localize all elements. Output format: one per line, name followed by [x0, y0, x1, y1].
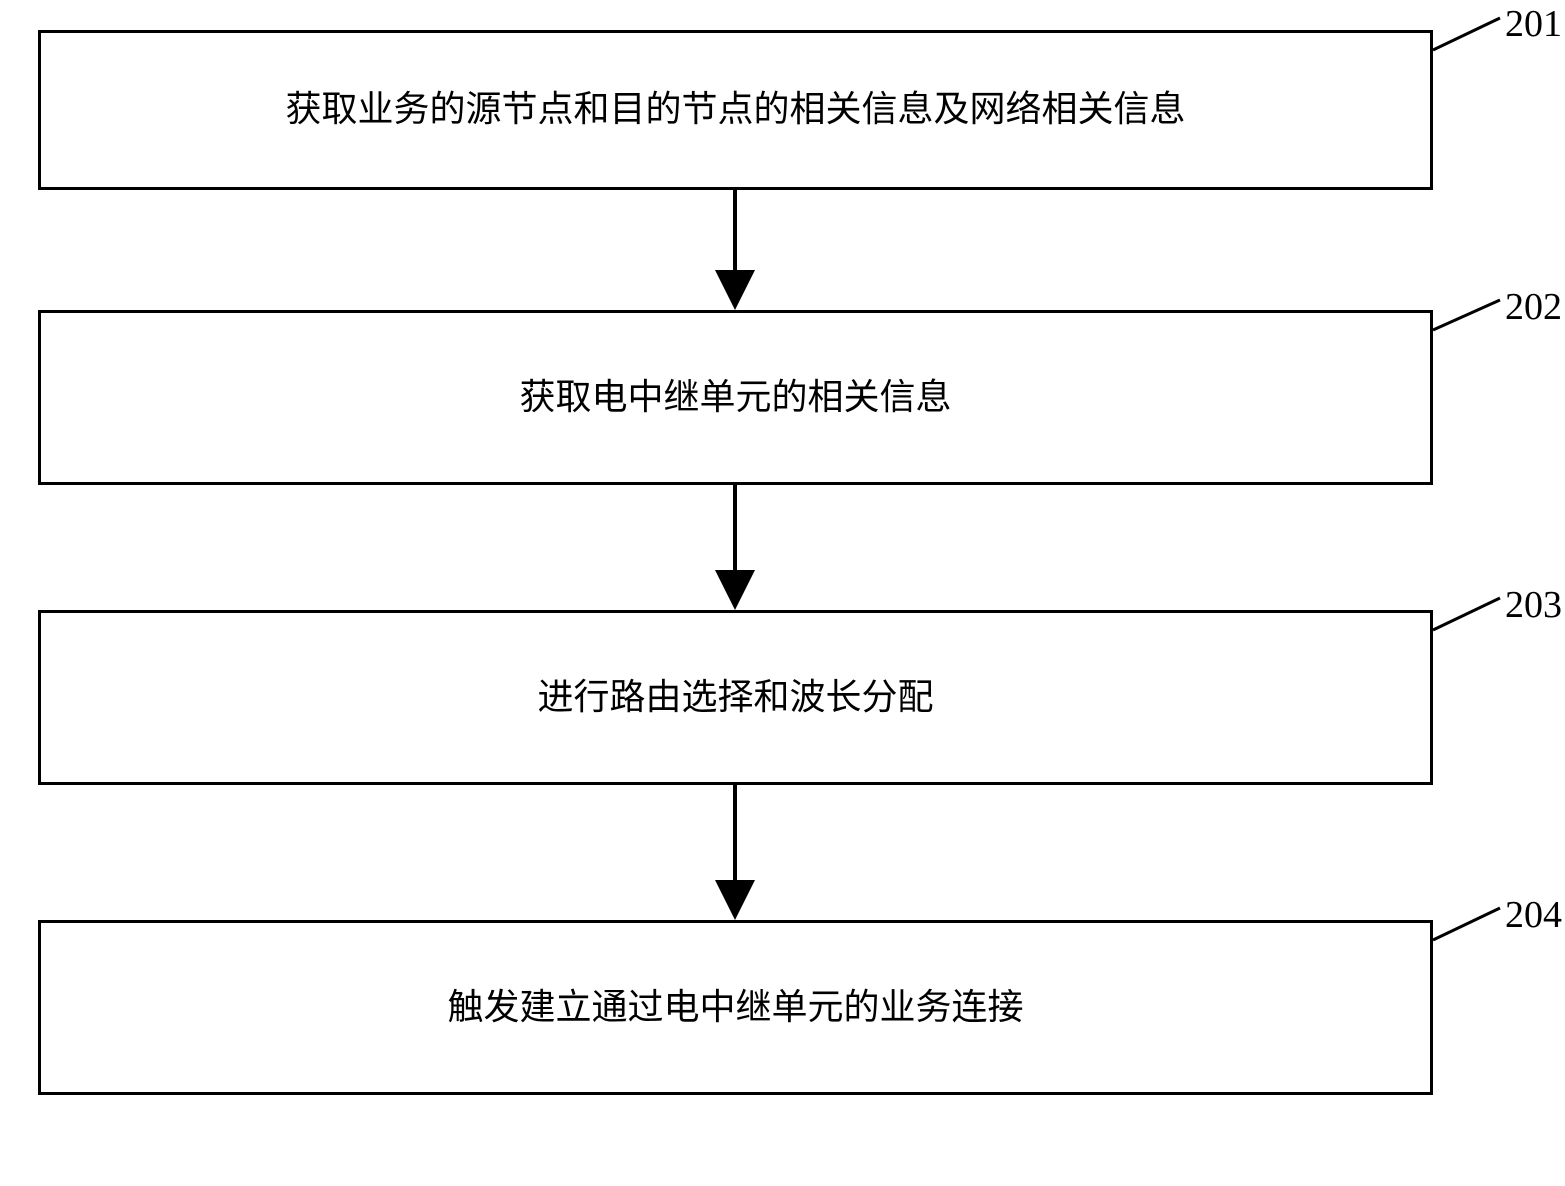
step-text-202: 获取电中继单元的相关信息 — [519, 376, 951, 419]
step-text-201: 获取业务的源节点和目的节点的相关信息及网络相关信息 — [285, 88, 1185, 131]
step-id-204: 204 — [1505, 894, 1562, 936]
callouts-group — [1433, 18, 1500, 940]
step-box-203: 进行路由选择和波长分配 — [38, 610, 1433, 785]
step-label-202: 202 — [1505, 285, 1562, 329]
step-text-204: 触发建立通过电中继单元的业务连接 — [447, 986, 1023, 1029]
step-label-203: 203 — [1505, 583, 1562, 627]
step-text-203: 进行路由选择和波长分配 — [537, 676, 933, 719]
step-box-201: 获取业务的源节点和目的节点的相关信息及网络相关信息 — [38, 30, 1433, 190]
step-id-201: 201 — [1505, 3, 1562, 45]
step-label-204: 204 — [1505, 893, 1562, 937]
step-box-204: 触发建立通过电中继单元的业务连接 — [38, 920, 1433, 1095]
step-box-202: 获取电中继单元的相关信息 — [38, 310, 1433, 485]
flowchart-canvas: 获取业务的源节点和目的节点的相关信息及网络相关信息 201 获取电中继单元的相关… — [0, 0, 1565, 1186]
step-id-202: 202 — [1505, 286, 1562, 328]
step-id-203: 203 — [1505, 584, 1562, 626]
step-label-201: 201 — [1505, 2, 1562, 46]
